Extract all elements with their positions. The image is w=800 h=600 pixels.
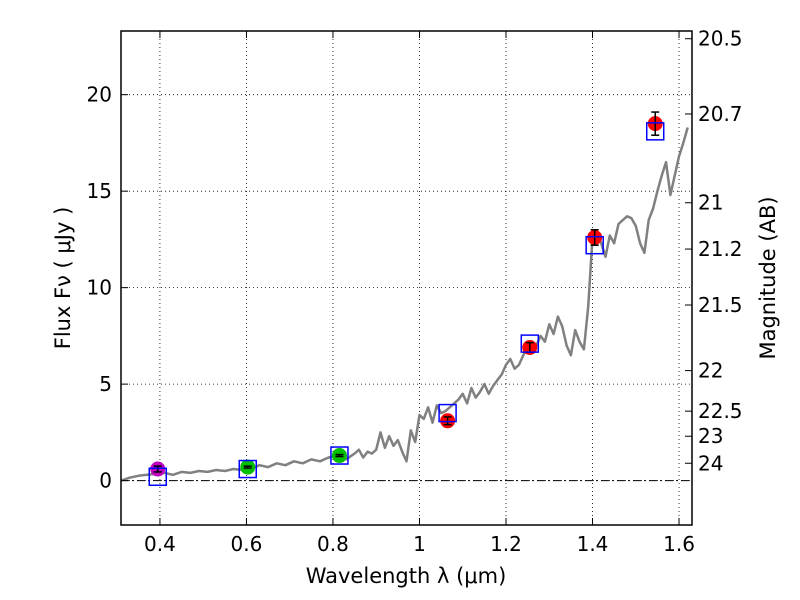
x-tick-label: 1.6 — [663, 532, 695, 556]
x-tick-label: 1.4 — [577, 532, 609, 556]
y-tick-label: 20 — [87, 83, 112, 107]
y2-tick-label: 20.7 — [698, 102, 743, 126]
spectrum-layer — [120, 127, 689, 482]
x-tick-label: 1 — [413, 532, 426, 556]
y2-tick-label: 21 — [698, 191, 723, 215]
model-flux-marker — [520, 334, 540, 353]
y2-tick-label: 22 — [698, 359, 723, 383]
y2-axis-title: Magnitude (AB) — [756, 196, 780, 359]
y2-axis: 20.5 20.7 21 21.2 21.5 22 22.523 24 — [685, 27, 743, 475]
y-tick-label: 10 — [87, 276, 112, 300]
x-tick-label: 0.4 — [144, 532, 176, 556]
y-axis-title: Flux Fν ( μJy ) — [51, 207, 75, 350]
spectrum-line — [120, 127, 689, 482]
y-axis: 0 5 10 15 20 — [87, 83, 128, 493]
model-flux-marker — [148, 467, 168, 487]
y-tick-label: 5 — [99, 372, 112, 396]
y-tick-label: 0 — [99, 469, 112, 493]
x-tick-label: 1.2 — [490, 532, 522, 556]
y2-tick-label: 23 — [698, 424, 723, 448]
model-flux-marker — [645, 122, 665, 141]
plot-frame — [120, 30, 693, 526]
photometry-layer — [148, 111, 665, 487]
model-flux-marker — [438, 403, 457, 423]
y2-tick-label: 21.2 — [698, 237, 743, 261]
y2-tick-label: 24 — [698, 451, 723, 475]
y2-tick-label: 21.5 — [698, 293, 743, 317]
x-tick-label: 0.8 — [317, 532, 349, 556]
model-flux-marker — [585, 235, 604, 255]
x-tick-label: 0.6 — [231, 532, 263, 556]
y2-tick-label: 20.5 — [698, 27, 743, 51]
model-flux-marker — [330, 446, 349, 465]
plot-area — [121, 31, 692, 525]
y-tick-label: 15 — [87, 179, 112, 203]
x-axis: 0.4 0.6 0.8 1 1.2 1.4 1.6 — [144, 31, 695, 556]
model-flux-marker — [238, 459, 257, 479]
y2-tick-label: 22.5 — [698, 399, 743, 423]
x-axis-title: Wavelength λ (μm) — [306, 564, 507, 588]
